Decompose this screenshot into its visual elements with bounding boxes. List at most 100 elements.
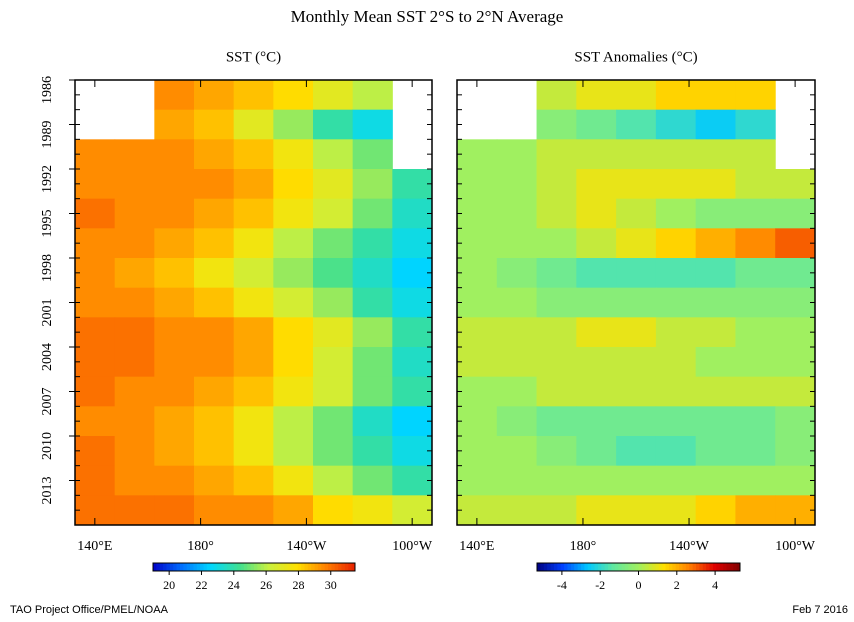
heat-cell xyxy=(616,465,657,496)
colorbar-swatch xyxy=(169,563,174,571)
heat-cell xyxy=(233,169,274,200)
colorbar-swatch xyxy=(317,563,322,571)
heat-cell xyxy=(496,287,538,318)
heat-cell xyxy=(655,80,697,111)
colorbar-swatch xyxy=(706,563,711,571)
colorbar-swatch xyxy=(341,563,346,571)
heat-cell xyxy=(392,169,433,200)
colorbar-swatch xyxy=(153,563,157,571)
heat-cell xyxy=(457,139,498,170)
heat-cell xyxy=(496,228,538,259)
heat-cell xyxy=(576,109,617,140)
heat-cell xyxy=(114,347,155,378)
heat-cell xyxy=(154,376,195,407)
heat-cell xyxy=(75,169,116,200)
heat-cell xyxy=(536,495,577,526)
colorbar-swatch xyxy=(611,563,616,571)
x-tick-label: 180° xyxy=(570,539,597,554)
colorbar-swatch xyxy=(621,563,626,571)
colorbar-swatch xyxy=(628,563,633,571)
heat-cell xyxy=(313,287,354,318)
colorbar-swatch xyxy=(675,563,680,571)
heat-cell xyxy=(154,495,195,526)
heat-cell xyxy=(114,198,155,229)
heat-cell xyxy=(154,198,195,229)
y-tick-label: 1998 xyxy=(40,254,55,282)
heat-cell xyxy=(233,228,274,259)
heat-cell xyxy=(273,258,314,289)
colorbar-swatch xyxy=(608,563,612,571)
heat-cell xyxy=(75,287,116,318)
heat-cell xyxy=(695,198,736,229)
colorbar-swatch xyxy=(200,563,204,571)
heat-cell xyxy=(735,376,776,407)
heat-cell xyxy=(775,169,816,200)
colorbar-swatch xyxy=(658,563,663,571)
colorbar-swatch xyxy=(216,563,221,571)
heat-cell xyxy=(313,109,354,140)
colorbar-swatch xyxy=(553,563,558,571)
heat-cell xyxy=(114,436,155,467)
colorbar-swatch xyxy=(574,563,579,571)
heat-cell xyxy=(775,406,816,437)
heat-cell xyxy=(576,436,617,467)
colorbar-swatch xyxy=(210,563,215,571)
heat-cell xyxy=(655,169,697,200)
colorbar-swatch xyxy=(645,563,650,571)
heat-cell xyxy=(576,465,617,496)
heat-cell xyxy=(496,436,538,467)
heat-cell xyxy=(655,436,697,467)
heat-cell xyxy=(695,436,736,467)
heat-cell xyxy=(775,465,816,496)
heat-cell xyxy=(154,109,195,140)
colorbar-swatch xyxy=(580,563,585,571)
colorbar-swatch xyxy=(624,563,629,571)
colorbar-frame xyxy=(152,562,356,572)
colorbar-swatch xyxy=(597,563,602,571)
colorbar-swatch xyxy=(321,563,326,571)
heat-cell xyxy=(392,376,433,407)
colorbar-swatch xyxy=(712,563,717,571)
colorbar-swatch xyxy=(193,563,198,571)
heat-cell xyxy=(695,228,736,259)
y-tick-label: 2004 xyxy=(40,343,55,371)
heat-cell xyxy=(695,495,736,526)
heat-cell xyxy=(154,228,195,259)
colorbar-swatch xyxy=(163,563,167,571)
heat-cell xyxy=(616,317,657,348)
heat-cell xyxy=(695,376,736,407)
heat-cell xyxy=(695,139,736,170)
colorbar-swatch xyxy=(604,563,609,571)
heat-cell xyxy=(496,198,538,229)
heat-cell xyxy=(775,376,816,407)
heat-cell xyxy=(695,109,736,140)
colorbar-swatch xyxy=(159,563,164,571)
heat-cell xyxy=(655,406,697,437)
heat-cell xyxy=(194,347,235,378)
heat-cell xyxy=(75,258,116,289)
heat-cell xyxy=(114,258,155,289)
colorbar-swatch xyxy=(267,563,272,571)
colorbar-swatch xyxy=(543,563,548,571)
colorbar-swatch xyxy=(696,563,700,571)
heat-cell xyxy=(392,436,433,467)
heat-cell xyxy=(457,317,498,348)
colorbar-swatch xyxy=(284,563,289,571)
heat-cell xyxy=(75,376,116,407)
heat-cell xyxy=(496,347,538,378)
heat-cell xyxy=(496,406,538,437)
colorbar-swatch xyxy=(614,563,619,571)
heat-cell xyxy=(735,287,776,318)
colorbar-tick-label: 30 xyxy=(325,578,337,592)
heat-cell xyxy=(616,80,657,111)
colorbar-swatch xyxy=(641,563,646,571)
heat-cell xyxy=(695,347,736,378)
heat-cell xyxy=(576,198,617,229)
x-tick-label: 180° xyxy=(187,539,214,554)
heat-cell xyxy=(273,406,314,437)
heat-cell xyxy=(735,406,776,437)
heat-cell xyxy=(392,347,433,378)
heat-cell xyxy=(616,258,657,289)
heat-cell xyxy=(655,495,697,526)
colorbar-swatch xyxy=(243,563,248,571)
